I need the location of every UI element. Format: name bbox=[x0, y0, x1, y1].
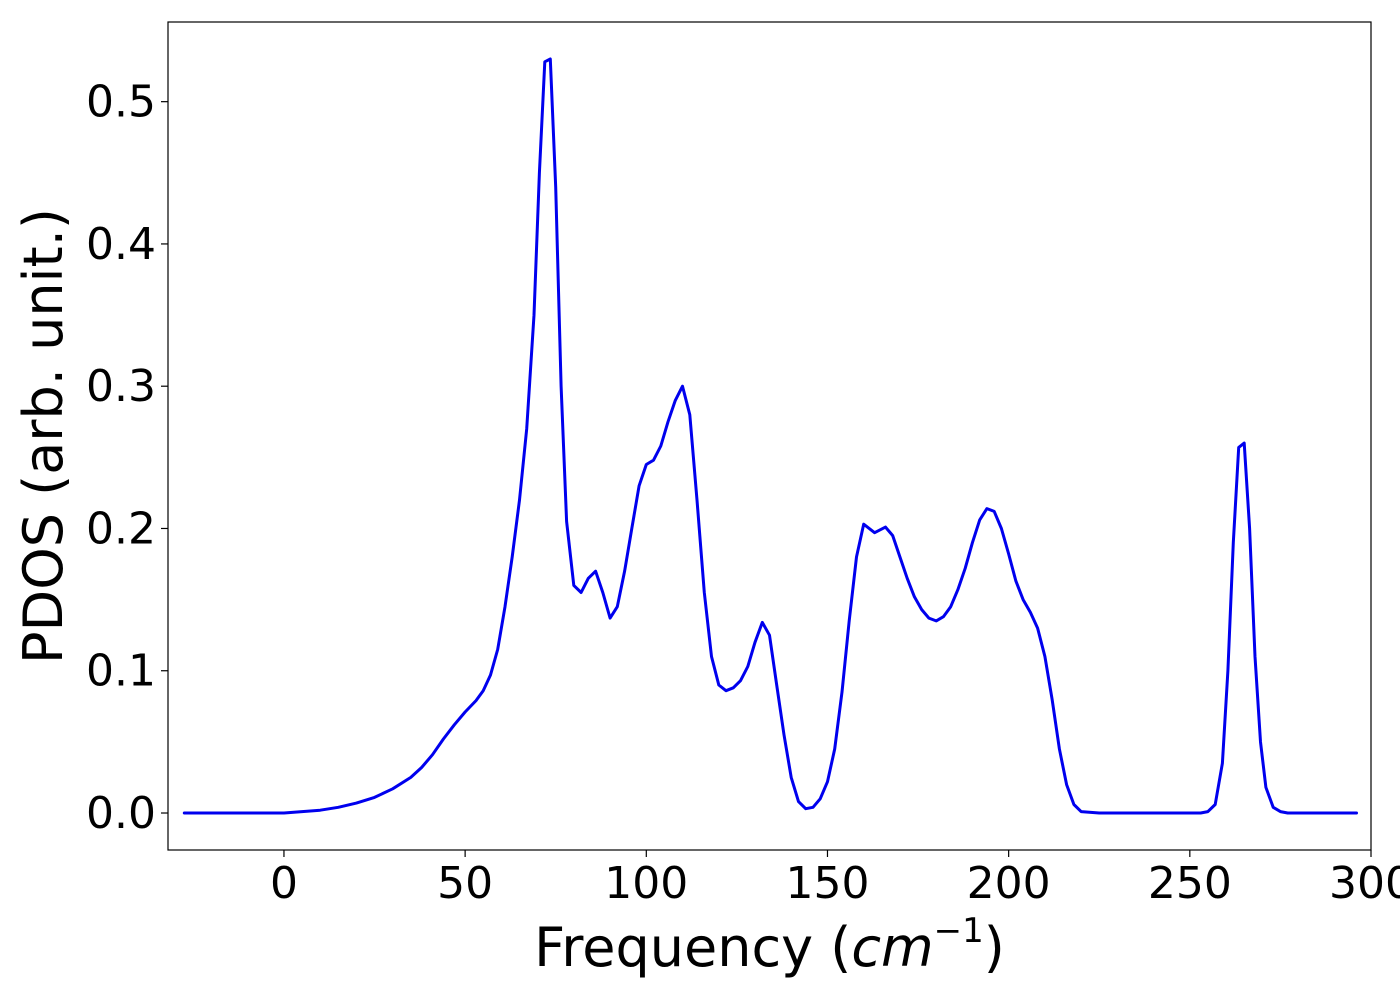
pdos-line bbox=[182, 57, 1358, 815]
x-tick-label: 300 bbox=[1329, 858, 1400, 909]
y-tick-label: 0.0 bbox=[86, 788, 156, 839]
y-axis-ticks: 0.0 0.1 0.2 0.3 0.4 0.5 bbox=[86, 77, 168, 839]
y-tick-label: 0.5 bbox=[86, 77, 156, 128]
x-axis-title: Frequency (cm−1) bbox=[534, 911, 1005, 979]
x-tick-label: 100 bbox=[604, 858, 688, 909]
x-tick-label: 0 bbox=[270, 858, 298, 909]
y-tick-label: 0.1 bbox=[86, 646, 156, 697]
y-tick-label: 0.4 bbox=[86, 219, 156, 270]
x-tick-label: 250 bbox=[1148, 858, 1232, 909]
x-axis-ticks: 0 50 100 150 200 250 300 bbox=[270, 850, 1400, 909]
y-tick-label: 0.2 bbox=[86, 503, 156, 554]
plot-area bbox=[168, 22, 1371, 850]
x-tick-label: 200 bbox=[967, 858, 1051, 909]
x-tick-label: 50 bbox=[437, 858, 493, 909]
y-tick-label: 0.3 bbox=[86, 361, 156, 412]
plot-frame bbox=[167, 21, 1372, 851]
y-axis-title: PDOS (arb. unit.) bbox=[12, 208, 75, 664]
x-tick-label: 150 bbox=[785, 858, 869, 909]
